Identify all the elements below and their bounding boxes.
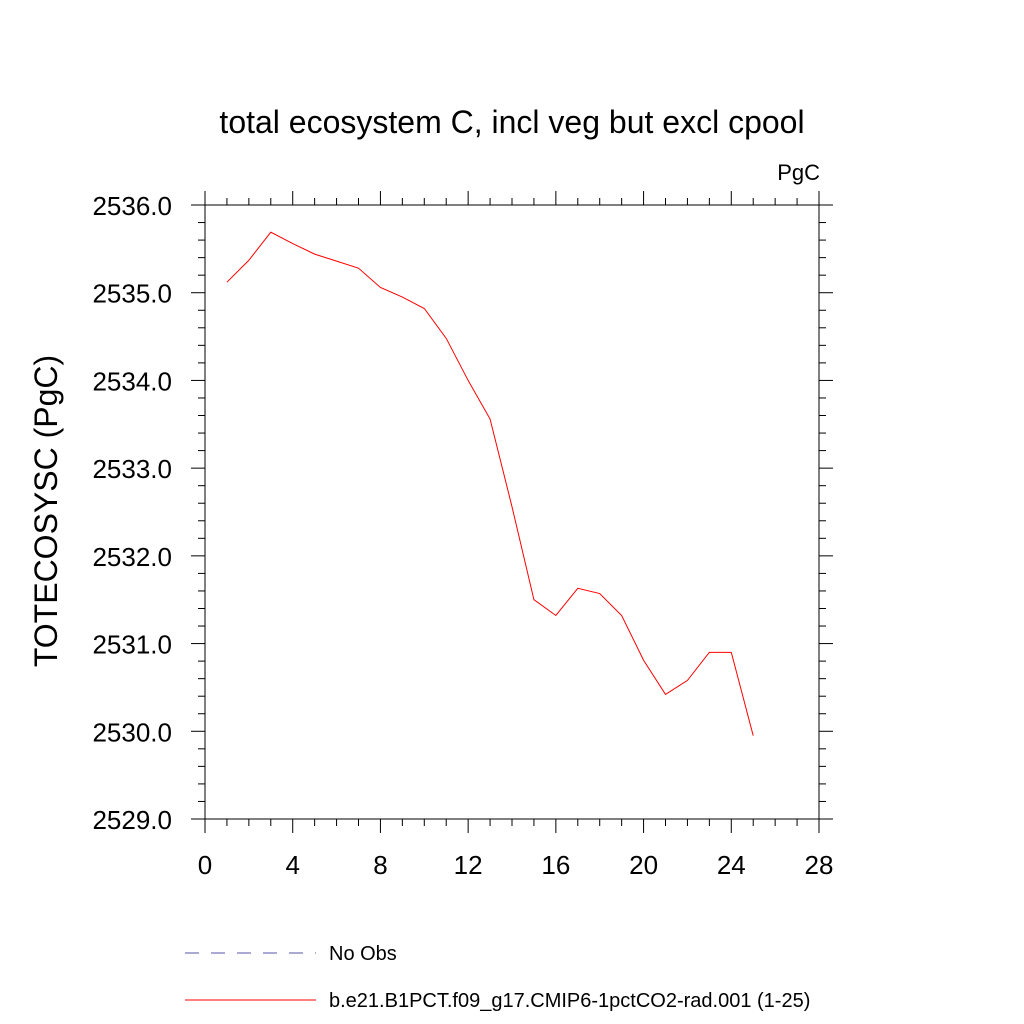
- x-tick-label: 24: [717, 850, 746, 880]
- units-label: PgC: [777, 160, 820, 185]
- plot-frame: [204, 204, 820, 820]
- x-tick-label: 28: [805, 850, 834, 880]
- y-tick-labels: 2529.0 2530.0 2531.0 2532.0 2533.0 2534.0 2535…: [92, 191, 172, 835]
- x-tick-label: 8: [373, 850, 387, 880]
- x-tick-label: 0: [198, 850, 212, 880]
- series-layer: [226, 231, 754, 736]
- y-tick-label: 2530.0: [92, 717, 172, 747]
- y-tick-label: 2533.0: [92, 454, 172, 484]
- y-tick-label: 2532.0: [92, 542, 172, 572]
- x-tick-label: 4: [285, 850, 299, 880]
- y-tick-label: 2531.0: [92, 630, 172, 660]
- legend-label: b.e21.B1PCT.f09_g17.CMIP6-1pctCO2-rad.00…: [329, 990, 810, 1012]
- y-tick-label: 2536.0: [92, 191, 172, 221]
- x-tick-label: 16: [541, 850, 570, 880]
- legend: No Obs b.e21.B1PCT.f09_g17.CMIP6-1pctCO2-…: [185, 943, 810, 1012]
- axis-ticks: [191, 191, 833, 833]
- y-axis-label: TOTECOSYSC (PgC): [28, 355, 64, 667]
- y-tick-label: 2534.0: [92, 366, 172, 396]
- chart-title: total ecosystem C, incl veg but excl cpo…: [219, 104, 804, 140]
- y-tick-label: 2535.0: [92, 279, 172, 309]
- x-tick-labels: 0 4 8 12 16 20 24 28: [198, 850, 834, 880]
- x-tick-label: 12: [454, 850, 483, 880]
- series-line: [226, 231, 754, 736]
- x-tick-label: 20: [629, 850, 658, 880]
- y-tick-label: 2529.0: [92, 805, 172, 835]
- legend-label: No Obs: [329, 943, 397, 965]
